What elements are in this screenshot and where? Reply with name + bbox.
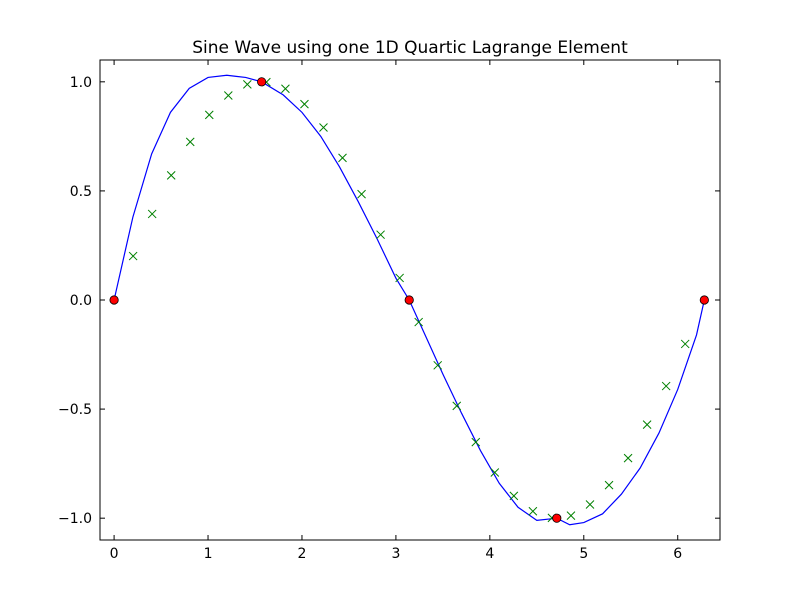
x-marker-point — [338, 153, 347, 163]
x-marker-stroke — [452, 401, 462, 411]
x-marker-stroke — [585, 500, 595, 509]
node-point — [109, 295, 119, 305]
x-marker-stroke — [300, 99, 309, 109]
x-tick-label: 2 — [298, 546, 307, 562]
x-marker-stroke — [204, 110, 214, 120]
x-marker-point — [357, 189, 366, 199]
x-marker-stroke — [414, 317, 424, 327]
plot-area — [109, 74, 709, 526]
x-marker-point — [528, 506, 538, 516]
node-point — [404, 295, 414, 305]
x-tick-label: 0 — [110, 546, 119, 562]
x-marker-stroke — [509, 491, 519, 501]
x-marker-point — [642, 420, 652, 430]
x-marker-point — [204, 110, 214, 120]
x-marker-point — [433, 360, 443, 370]
x-marker-point — [376, 230, 385, 240]
x-marker-stroke — [490, 468, 500, 477]
y-tick-label: −0.5 — [58, 402, 92, 418]
x-marker-stroke — [223, 91, 233, 100]
x-marker-stroke — [395, 273, 404, 283]
x-marker-point — [661, 381, 671, 391]
node-point — [552, 513, 562, 523]
x-marker-stroke — [166, 170, 176, 180]
x-marker-point — [166, 170, 176, 180]
x-marker-stroke — [566, 511, 576, 521]
x-marker-point — [319, 123, 328, 132]
x-marker-stroke — [185, 137, 195, 147]
node-point — [699, 295, 709, 305]
x-marker-point — [680, 339, 690, 349]
axis-ticks: 0 1 2 3 4 5 6 1.0 0.5 0.0 −0.5 −1.0 — [58, 60, 720, 562]
x-marker-stroke — [604, 480, 614, 490]
y-tick-label: 0.5 — [70, 184, 92, 200]
y-tick-label: 1.0 — [70, 75, 92, 91]
x-marker-point — [490, 468, 500, 477]
x-marker-stroke — [623, 453, 633, 463]
x-marker-point — [566, 511, 576, 521]
x-marker-point — [185, 137, 195, 147]
x-tick-label: 5 — [579, 546, 588, 562]
x-marker-point — [623, 453, 633, 463]
x-marker-point — [128, 251, 138, 261]
x-marker-point — [281, 84, 290, 94]
x-tick-label: 4 — [485, 546, 494, 562]
x-marker-point — [414, 317, 424, 327]
x-marker-stroke — [661, 381, 671, 391]
x-marker-stroke — [319, 123, 328, 132]
chart-title: Sine Wave using one 1D Quartic Lagrange … — [192, 38, 628, 58]
x-marker-point — [300, 99, 309, 109]
x-marker-stroke — [528, 506, 538, 516]
x-tick-label: 3 — [391, 546, 400, 562]
x-marker-point — [604, 480, 614, 490]
y-tick-label: 0.0 — [70, 293, 92, 309]
x-marker-stroke — [357, 189, 366, 199]
x-marker-point — [395, 273, 404, 283]
x-marker-stroke — [680, 339, 690, 349]
x-marker-point — [242, 79, 252, 89]
x-marker-stroke — [338, 153, 347, 163]
x-marker-stroke — [242, 79, 252, 89]
x-marker-point — [452, 401, 462, 411]
x-marker-stroke — [147, 209, 157, 219]
x-marker-point — [147, 209, 157, 219]
x-marker-stroke — [433, 360, 443, 370]
x-marker-stroke — [376, 230, 385, 240]
x-marker-point — [471, 437, 481, 447]
y-tick-label: −1.0 — [58, 511, 92, 527]
x-marker-point — [585, 500, 595, 509]
x-marker-stroke — [128, 251, 138, 261]
x-marker-stroke — [281, 84, 290, 94]
x-marker-point — [223, 91, 233, 100]
node-point — [257, 77, 267, 87]
x-marker-point — [509, 491, 519, 501]
x-marker-stroke — [642, 420, 652, 430]
x-tick-label: 1 — [204, 546, 213, 562]
x-tick-label: 6 — [673, 546, 682, 562]
x-marker-stroke — [471, 437, 481, 447]
